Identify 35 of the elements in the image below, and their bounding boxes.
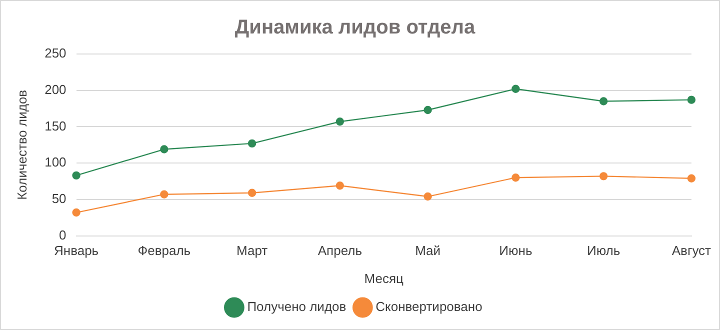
y-tick-label: 0 [59,227,66,242]
point [248,139,256,148]
point [512,84,520,94]
legend-label: Получено лидов [247,299,346,314]
x-tick-label: Июнь [499,243,532,258]
point [160,145,168,154]
point [599,97,608,106]
y-tick-label: 100 [44,154,66,170]
chart-title: Динамика лидов отдела [234,16,476,39]
x-tick-label: Июль [586,243,620,258]
point [160,190,168,198]
y-tick-label: 150 [44,118,66,134]
point [599,172,608,180]
x-tick-label: Январь [54,243,99,258]
point [687,96,696,104]
point [424,106,432,114]
point [336,182,344,190]
x-tick-label: Апрель [318,243,362,258]
x-axis-title: Месяц [364,270,404,286]
y-tick-label: 200 [44,82,66,97]
point [512,174,520,182]
y-tick-label: 50 [52,191,66,206]
y-axis-title: Количество лидов [14,90,30,200]
x-tick-label: Август [672,243,712,258]
point [248,188,256,197]
x-tick-label: Февраль [138,243,191,258]
point [72,171,80,180]
point [687,174,696,182]
x-tick-label: Май [415,243,441,258]
x-tick-label: Март [236,243,268,258]
point [336,118,344,126]
point [424,192,432,201]
y-tick-label: 250 [44,46,66,61]
point [72,208,80,217]
legend-label: Сконвертировано [376,299,482,314]
